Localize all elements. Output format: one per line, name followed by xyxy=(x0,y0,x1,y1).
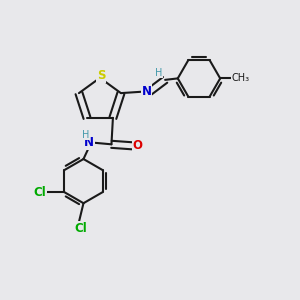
Text: CH₃: CH₃ xyxy=(232,74,250,83)
Text: Cl: Cl xyxy=(74,222,87,235)
Text: O: O xyxy=(132,139,142,152)
Text: N: N xyxy=(142,85,152,98)
Text: H: H xyxy=(155,68,162,77)
Text: Cl: Cl xyxy=(34,186,46,199)
Text: N: N xyxy=(84,136,94,149)
Text: S: S xyxy=(97,69,106,82)
Text: H: H xyxy=(82,130,89,140)
